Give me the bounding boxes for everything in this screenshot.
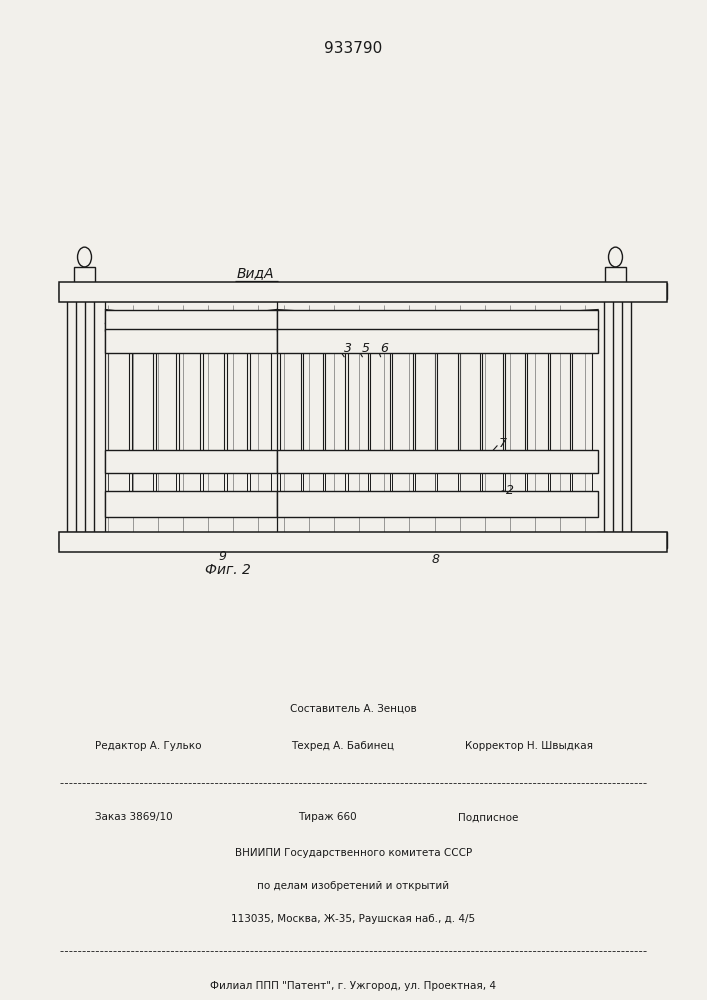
Text: Тираж 660: Тираж 660 bbox=[298, 812, 356, 822]
Bar bbox=[597, 532, 667, 548]
Bar bbox=[226, 351, 247, 452]
Bar bbox=[597, 283, 667, 299]
Bar bbox=[482, 472, 503, 493]
Bar bbox=[303, 472, 323, 493]
Bar bbox=[605, 267, 626, 283]
Bar bbox=[59, 283, 129, 299]
Bar bbox=[156, 351, 177, 452]
Bar bbox=[505, 351, 525, 452]
Bar bbox=[482, 351, 503, 452]
Bar bbox=[59, 282, 667, 302]
Bar bbox=[348, 472, 368, 493]
Bar bbox=[549, 351, 570, 452]
Bar bbox=[108, 472, 129, 493]
Bar bbox=[276, 450, 598, 473]
Bar bbox=[180, 351, 200, 452]
Bar bbox=[156, 472, 177, 493]
Bar bbox=[549, 472, 570, 493]
Text: Редактор А. Гулько: Редактор А. Гулько bbox=[95, 741, 201, 751]
Text: ВидА: ВидА bbox=[237, 266, 274, 280]
Bar bbox=[108, 351, 129, 452]
Bar bbox=[250, 351, 271, 452]
Text: 113035, Москва, Ж-35, Раушская наб., д. 4/5: 113035, Москва, Ж-35, Раушская наб., д. … bbox=[231, 914, 476, 924]
Text: Фиг. 2: Фиг. 2 bbox=[205, 563, 251, 577]
Bar bbox=[392, 351, 413, 452]
Bar bbox=[280, 351, 300, 452]
Text: Подписное: Подписное bbox=[458, 812, 519, 822]
Bar bbox=[572, 472, 592, 493]
Bar bbox=[303, 351, 323, 452]
Bar bbox=[276, 310, 598, 331]
Bar bbox=[325, 351, 346, 452]
Text: 5: 5 bbox=[362, 342, 370, 355]
Bar bbox=[438, 472, 457, 493]
Bar bbox=[505, 472, 525, 493]
Bar bbox=[180, 472, 200, 493]
Text: ВНИИПИ Государственного комитета СССР: ВНИИПИ Государственного комитета СССР bbox=[235, 848, 472, 858]
Bar bbox=[392, 472, 413, 493]
Bar bbox=[415, 472, 436, 493]
Bar bbox=[280, 472, 300, 493]
Text: 933790: 933790 bbox=[325, 41, 382, 56]
Bar bbox=[527, 472, 547, 493]
Bar bbox=[438, 351, 457, 452]
Bar bbox=[105, 450, 276, 473]
Bar bbox=[59, 532, 667, 552]
Bar bbox=[276, 329, 598, 353]
Bar bbox=[250, 472, 271, 493]
Bar bbox=[348, 351, 368, 452]
Bar bbox=[105, 491, 276, 517]
Bar bbox=[59, 532, 129, 548]
Text: 3: 3 bbox=[344, 342, 352, 355]
Bar bbox=[132, 351, 153, 452]
Bar bbox=[572, 351, 592, 452]
Bar bbox=[276, 491, 598, 517]
Text: Заказ 3869/10: Заказ 3869/10 bbox=[95, 812, 173, 822]
Bar bbox=[460, 472, 480, 493]
Text: 6: 6 bbox=[380, 342, 388, 355]
Bar bbox=[325, 472, 346, 493]
Bar bbox=[415, 351, 436, 452]
Text: Составитель А. Зенцов: Составитель А. Зенцов bbox=[290, 703, 417, 713]
Text: Техред А. Бабинец: Техред А. Бабинец bbox=[291, 741, 394, 751]
Text: по делам изобретений и открытий: по делам изобретений и открытий bbox=[257, 881, 450, 891]
Text: 8: 8 bbox=[432, 553, 440, 566]
Bar bbox=[105, 310, 276, 331]
Bar bbox=[105, 329, 276, 353]
Text: 9: 9 bbox=[219, 550, 227, 563]
Text: 7: 7 bbox=[499, 437, 507, 450]
Bar bbox=[527, 351, 547, 452]
Bar bbox=[74, 267, 95, 283]
Bar bbox=[370, 351, 390, 452]
Bar bbox=[460, 351, 480, 452]
Bar bbox=[203, 472, 223, 493]
Bar bbox=[203, 351, 223, 452]
Bar bbox=[370, 472, 390, 493]
Text: 2: 2 bbox=[506, 484, 514, 497]
Bar bbox=[132, 472, 153, 493]
Text: Корректор Н. Швыдкая: Корректор Н. Швыдкая bbox=[465, 741, 593, 751]
Text: Филиал ППП "Патент", г. Ужгород, ул. Проектная, 4: Филиал ППП "Патент", г. Ужгород, ул. Про… bbox=[211, 981, 496, 991]
Bar bbox=[226, 472, 247, 493]
